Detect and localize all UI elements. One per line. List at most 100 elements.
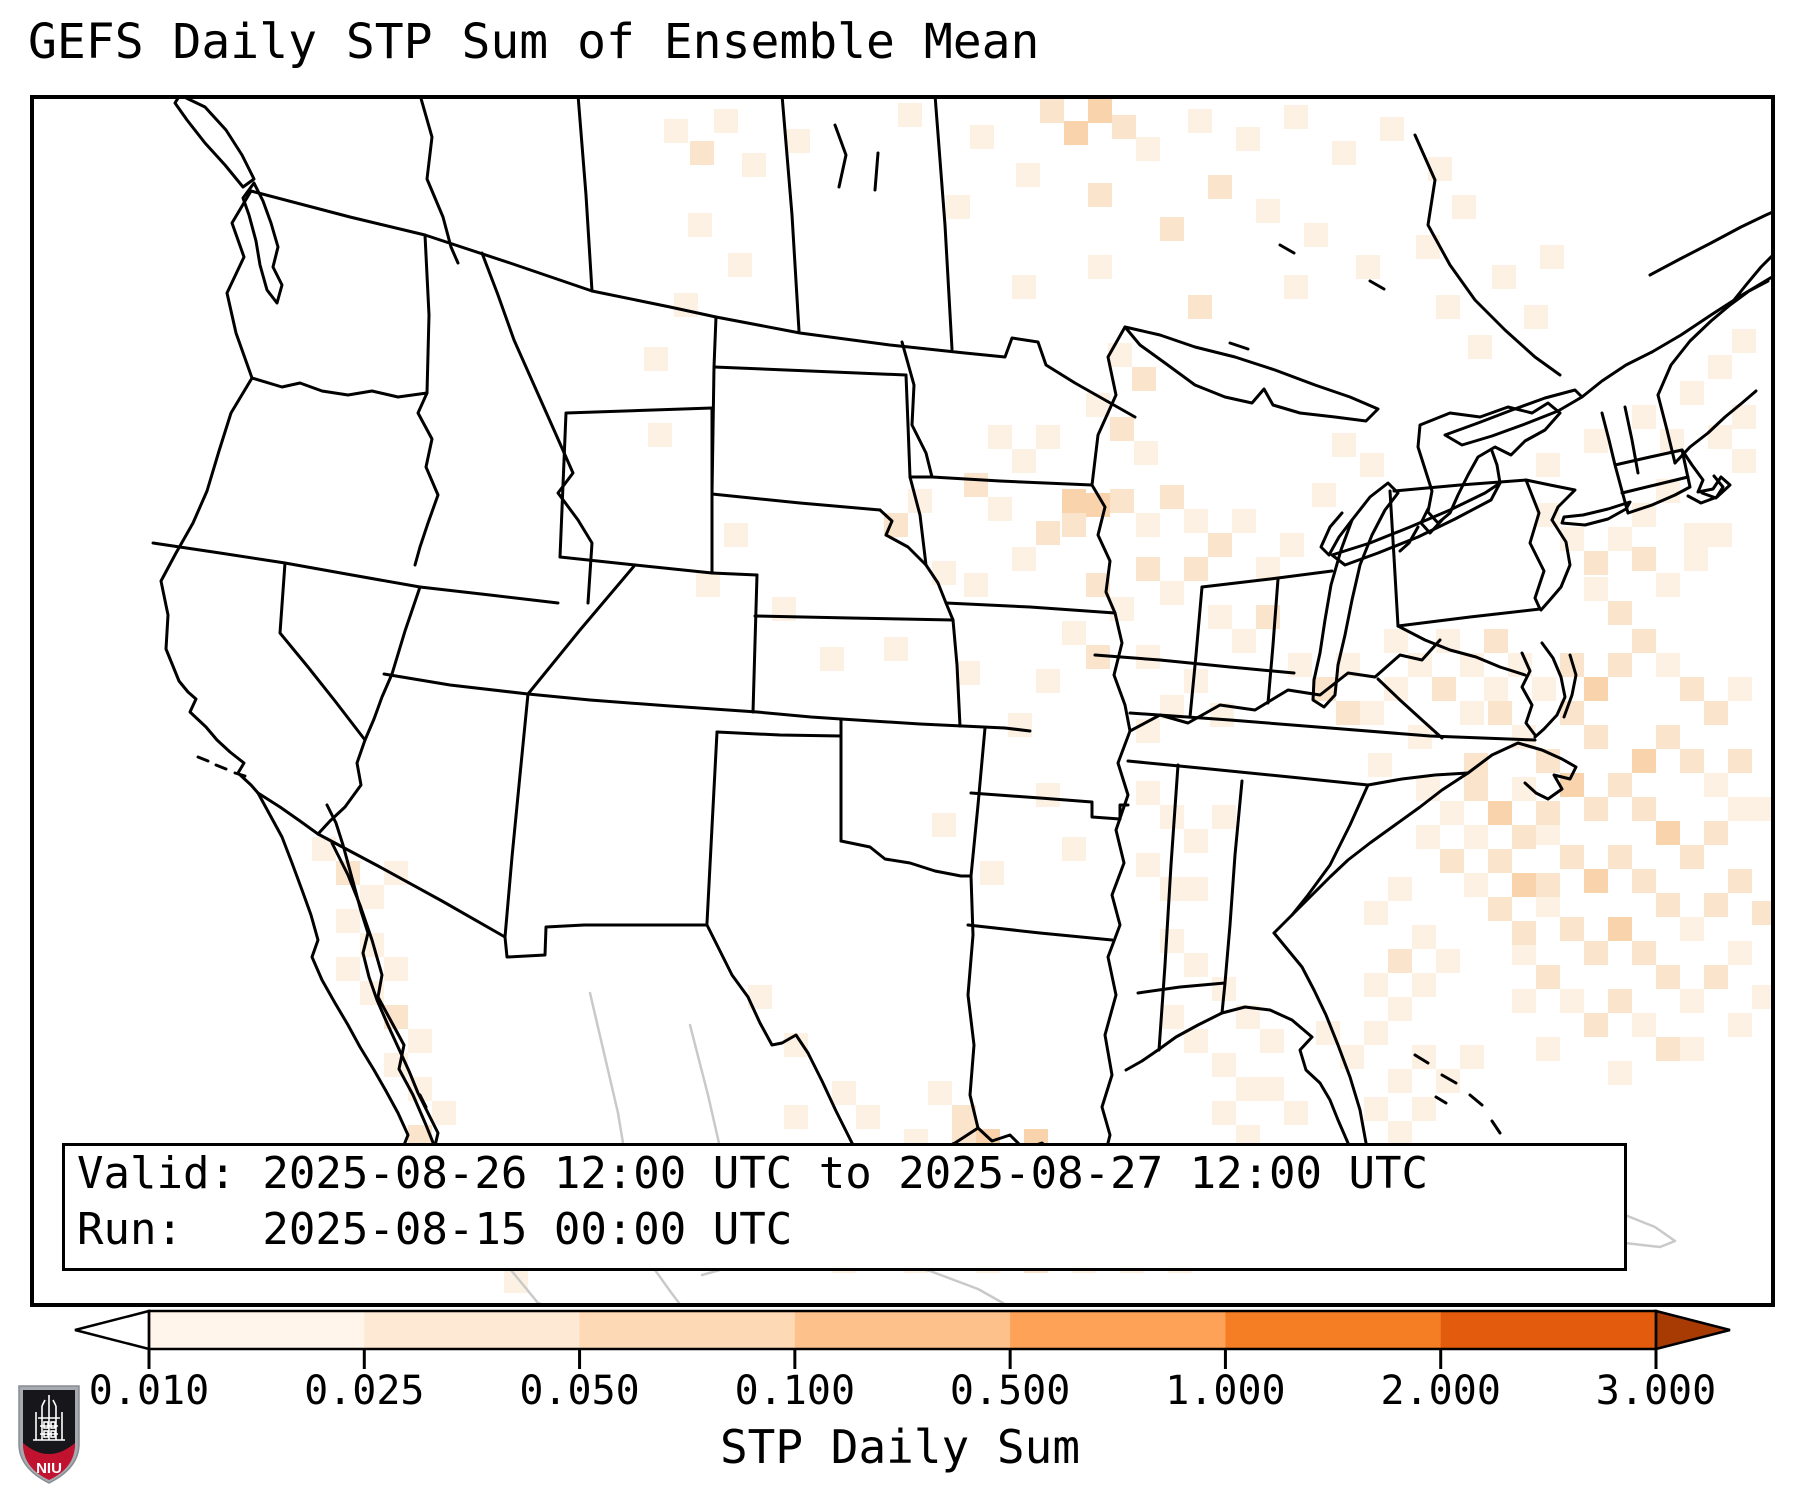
stp-cell [1184,1029,1208,1053]
stp-cell [856,1105,880,1129]
stp-cell [1388,949,1412,973]
border-path [1311,481,1400,709]
stp-cell [1728,941,1752,965]
border-path [966,923,1114,942]
stp-cell [1236,127,1260,151]
stp-cell [1188,109,1212,133]
stp-cell [1136,853,1160,877]
border-path [1123,325,1380,423]
border-path [715,730,843,738]
stp-cell [1256,199,1280,223]
border-path [196,755,247,778]
colorbar-segment [794,1311,1011,1349]
stp-cell [1360,701,1384,725]
stp-cell [742,153,766,177]
border-path [382,672,1032,733]
stp-cell [1110,417,1134,441]
stp-cell [664,119,688,143]
stp-cell [1704,821,1728,845]
border-path [413,391,440,567]
border-path [1319,511,1354,557]
stp-cell [1440,849,1464,873]
stp-cell [1232,629,1256,653]
stp-cell [1632,941,1656,965]
stp-cell [1012,547,1036,571]
stp-cell [1732,449,1756,473]
border-path [969,726,987,878]
stp-cell [1012,275,1036,299]
stp-cell [1160,929,1184,953]
border-path [705,923,893,1201]
border-path [904,373,912,479]
stp-cell [1632,405,1656,429]
border-path [839,839,973,878]
stp-cell [1332,141,1356,165]
border-path [241,181,284,305]
stp-cell [1364,1097,1388,1121]
border-path [1188,585,1204,719]
colorbar-tick-label: 1.000 [1165,1368,1286,1414]
stp-cell [1632,629,1656,653]
colorbar-segments [149,1311,1657,1349]
stp-cell [1364,1021,1388,1045]
border-path [1398,350,1654,553]
stp-cell [1332,433,1356,457]
border-path [751,573,759,714]
stp-cell [1656,893,1680,917]
stp-cell [1188,295,1212,319]
stp-cell [1208,175,1232,199]
stp-cell [1208,533,1232,557]
stp-cell [1708,523,1732,547]
stp-cell [1532,677,1556,701]
stp-cell [1680,677,1704,701]
stp-cell [1212,805,1236,829]
stp-cell [1680,381,1704,405]
stp-cell [1436,1069,1460,1093]
border-path [1376,677,1444,740]
stp-cell [1384,629,1408,653]
stp-cell [1184,953,1208,977]
border-path [503,923,709,959]
stp-cell [1062,513,1086,537]
border-path [951,618,962,728]
stp-cell [1088,183,1112,207]
stp-cell [1632,547,1656,571]
border-path [173,95,256,189]
stp-cell [1540,245,1564,269]
border-path [1413,133,1562,377]
stp-cell [1680,917,1704,941]
stp-cell [1360,453,1384,477]
stp-cell [946,195,970,219]
border-path [250,376,429,399]
border-path [159,189,260,795]
stp-cell [724,523,748,547]
stp-cell [1468,335,1492,359]
stp-cell [1680,989,1704,1013]
page-title: GEFS Daily STP Sum of Ensemble Mean [28,14,1040,70]
stp-cell [1484,629,1508,653]
stp-cell [408,1029,432,1053]
stp-cell [1608,989,1632,1013]
stp-cell [980,861,1004,885]
stp-cell [1108,343,1132,367]
stp-cell [970,125,994,149]
stp-cell [1136,513,1160,537]
stp-cell [1452,195,1476,219]
border-path [969,791,1130,821]
stp-cell [1208,605,1232,629]
border-path [390,585,422,676]
stp-cell [1684,523,1708,547]
stp-cell [1336,701,1360,725]
stp-cell [1608,917,1632,941]
stp-cell [1680,845,1704,869]
stp-cell [1184,669,1208,693]
border-path [966,874,980,1130]
stp-cell [336,957,360,981]
colorbar-tick-label: 0.500 [949,1368,1071,1414]
stp-cell [928,1081,952,1105]
colorbar-over-arrow [1654,1309,1731,1351]
stp-cell [1608,527,1632,551]
border-path [1626,448,1732,515]
border-path [558,406,714,575]
